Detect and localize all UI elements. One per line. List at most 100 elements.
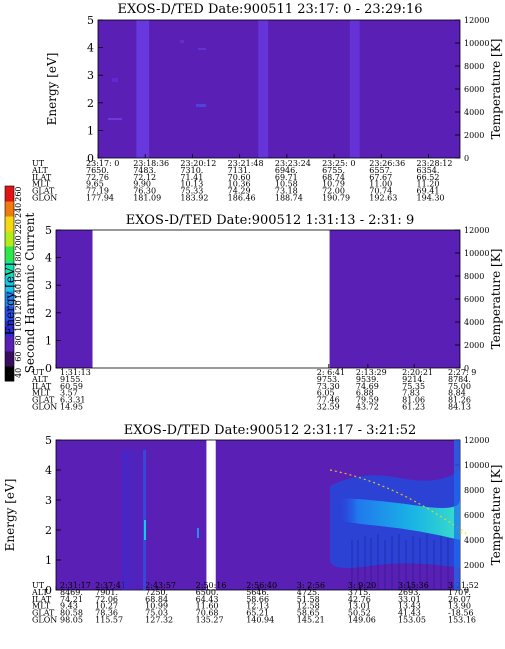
colorbar-tick-label: 40 bbox=[14, 368, 23, 378]
table-cell: 72.00 bbox=[322, 187, 345, 196]
table-cell: 72.12 bbox=[133, 173, 156, 182]
y-tick-label: 1 bbox=[45, 334, 52, 347]
table-cell: 13.43 bbox=[398, 602, 421, 611]
y2-tick-label: 10000 bbox=[464, 39, 489, 48]
y2-tick-label: 6000 bbox=[464, 511, 484, 520]
table-cell: 60.59 bbox=[60, 382, 83, 391]
table-cell: 23:21:48 bbox=[228, 159, 264, 168]
y-tick-label: 4 bbox=[87, 42, 94, 55]
colorbar-tick-label: 180 bbox=[14, 251, 23, 266]
table-cell: 181.09 bbox=[133, 194, 161, 203]
data-gap bbox=[92, 229, 330, 369]
y2-tick-label: 10000 bbox=[464, 461, 489, 470]
table-cell: 127.32 bbox=[145, 616, 173, 625]
table-cell: 26.07 bbox=[448, 595, 471, 604]
table-cell: 177.94 bbox=[86, 194, 114, 203]
table-cell: 140.94 bbox=[246, 616, 274, 625]
y2-tick-label: 8000 bbox=[464, 486, 484, 495]
table-row-label: ALT bbox=[31, 375, 48, 384]
table-cell: 2:27: 9 bbox=[448, 368, 476, 377]
y2-axis-label: Temperature [K] bbox=[489, 39, 503, 140]
table-cell: 68.74 bbox=[322, 173, 345, 182]
table-cell: 81.06 bbox=[402, 396, 425, 405]
table-cell: 5646. bbox=[246, 588, 269, 597]
y2-tick-label: 4000 bbox=[464, 318, 484, 327]
table-cell: 190.79 bbox=[322, 194, 350, 203]
colorbar-tick-label: 260 bbox=[14, 186, 23, 201]
y2-axis-label: Temperature [K] bbox=[489, 249, 503, 350]
table-cell: 73.18 bbox=[275, 187, 298, 196]
table-cell: 58.66 bbox=[246, 595, 269, 604]
table-cell: 84.13 bbox=[448, 403, 471, 412]
table-cell: 7650. bbox=[86, 166, 109, 175]
table-cell: 13.01 bbox=[348, 602, 371, 611]
table-cell: 7901. bbox=[95, 588, 118, 597]
table-cell: 23:18:36 bbox=[133, 159, 169, 168]
table-cell: 42.76 bbox=[348, 595, 371, 604]
table-cell: 7250. bbox=[145, 588, 168, 597]
table-cell: 9.65 bbox=[86, 180, 104, 189]
chart-title: EXOS-D/TED Date:900512 1:31:13 - 2:31: 9 bbox=[126, 213, 414, 228]
table-cell: 7.83 bbox=[402, 389, 420, 398]
panel-900511-signal bbox=[108, 40, 206, 120]
table-cell: 9.43 bbox=[60, 602, 78, 611]
table-cell: 67.67 bbox=[369, 173, 392, 182]
colorbar: Second Harmonic Current 4060801001201401… bbox=[4, 185, 37, 382]
colorbar-tick-label: 140 bbox=[14, 284, 23, 299]
y-tick-label: 4 bbox=[45, 252, 52, 265]
table-cell: 13.90 bbox=[448, 602, 471, 611]
colorbar-tick-label: 80 bbox=[14, 335, 23, 345]
colorbar-tick-label: 200 bbox=[14, 235, 23, 250]
y2-tick-label: 2000 bbox=[464, 341, 484, 350]
table-cell: 43.72 bbox=[356, 403, 379, 412]
chart-title: EXOS-D/TED Date:900512 2:31:17 - 3:21:52 bbox=[124, 423, 417, 438]
table-cell: 14.95 bbox=[60, 403, 83, 412]
table-cell: 68.84 bbox=[145, 595, 168, 604]
table-cell: 72.06 bbox=[95, 595, 118, 604]
table-row-label: ILAT bbox=[32, 595, 52, 604]
table-cell: 3:21:52 bbox=[448, 581, 479, 590]
table-cell: 2:31:17 bbox=[60, 581, 91, 590]
table-cell: 8.84 bbox=[448, 389, 466, 398]
table-row-label: GLON bbox=[32, 194, 57, 203]
table-cell: 186.46 bbox=[228, 194, 256, 203]
table-cell: 70.68 bbox=[196, 609, 219, 618]
table-cell: 135.27 bbox=[196, 616, 224, 625]
table-cell: 194.30 bbox=[417, 194, 445, 203]
y-axis-label: Energy [eV] bbox=[3, 479, 17, 552]
table-cell: 64.43 bbox=[196, 595, 219, 604]
y2-axis-label: Temperature [K] bbox=[489, 465, 503, 566]
table-cell: 3: 9:20 bbox=[348, 581, 376, 590]
table-cell: 12.13 bbox=[246, 602, 269, 611]
table-row-label: ALT bbox=[31, 166, 48, 175]
table-cell: 6755. bbox=[322, 166, 345, 175]
plot-area bbox=[98, 20, 460, 158]
table-cell: 23:26:36 bbox=[369, 159, 405, 168]
colorbar-swatch bbox=[5, 276, 14, 292]
table-row-label: GLON bbox=[32, 403, 57, 412]
table-cell: 70.74 bbox=[369, 187, 392, 196]
colorbar-swatch bbox=[5, 351, 14, 367]
y2-tick-label: 8000 bbox=[464, 272, 484, 281]
table-row-label: GLAT bbox=[32, 187, 55, 196]
table-cell: 69.41 bbox=[417, 187, 440, 196]
table-cell: 23:20:12 bbox=[180, 159, 216, 168]
y2-tick-label: 6000 bbox=[464, 295, 484, 304]
y-tick-label: 1 bbox=[45, 554, 52, 567]
table-cell: 3715. bbox=[348, 588, 371, 597]
table-row-label: GLON bbox=[32, 616, 57, 625]
table-cell: 6557. bbox=[369, 166, 392, 175]
table-cell: 74.21 bbox=[60, 595, 83, 604]
table-row-label: UT bbox=[32, 159, 45, 168]
table-cell: 7131. bbox=[228, 166, 251, 175]
y2-tick-label: 0 bbox=[464, 154, 469, 163]
table-cell: 66.52 bbox=[417, 173, 440, 182]
y2-tick-label: 4000 bbox=[464, 108, 484, 117]
colorbar-swatch bbox=[5, 246, 14, 262]
table-row-label: UT bbox=[32, 368, 45, 377]
y-tick-label: 4 bbox=[45, 464, 52, 477]
y-tick-label: 2 bbox=[87, 97, 94, 110]
y-tick-label: 3 bbox=[45, 279, 52, 292]
table-cell: 11.60 bbox=[196, 602, 219, 611]
